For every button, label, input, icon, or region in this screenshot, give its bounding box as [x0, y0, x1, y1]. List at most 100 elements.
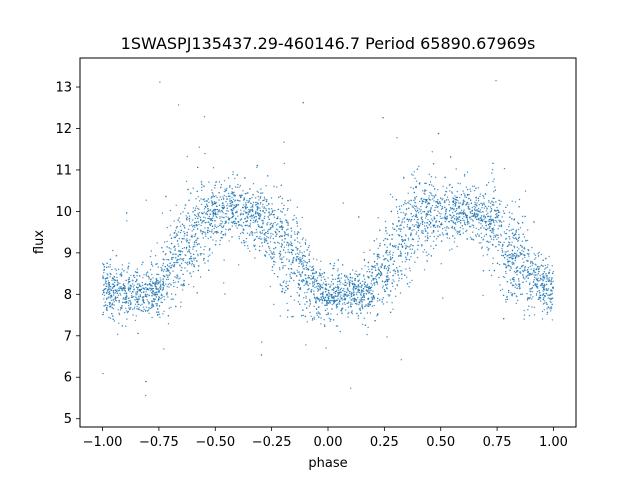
data-point: [161, 289, 164, 291]
data-point: [444, 220, 446, 223]
data-point: [545, 280, 547, 283]
data-point: [299, 228, 302, 230]
data-point: [426, 254, 428, 257]
data-point: [325, 291, 327, 293]
data-point: [304, 255, 306, 257]
data-point: [181, 284, 184, 286]
data-point: [166, 291, 168, 293]
data-point: [220, 237, 222, 239]
data-point: [243, 198, 245, 201]
data-point: [415, 195, 418, 198]
data-point: [517, 256, 519, 258]
data-point: [459, 222, 462, 224]
data-point: [263, 207, 265, 210]
data-point: [171, 242, 173, 245]
data-point: [176, 259, 178, 261]
data-point: [172, 265, 175, 267]
data-point: [315, 301, 317, 303]
data-point: [107, 266, 110, 268]
data-point: [466, 229, 468, 232]
data-point: [178, 237, 180, 240]
data-point: [549, 308, 551, 310]
data-point: [408, 200, 410, 202]
data-point: [385, 276, 388, 278]
data-point: [131, 294, 133, 297]
data-point: [504, 253, 506, 255]
data-point: [410, 252, 413, 254]
data-point: [236, 211, 238, 214]
data-point: [533, 279, 535, 281]
data-point: [473, 212, 476, 214]
data-point: [113, 301, 116, 303]
data-point: [498, 219, 500, 221]
data-point: [298, 258, 301, 260]
data-point: [163, 285, 165, 287]
data-point: [234, 177, 236, 180]
data-point: [112, 294, 115, 296]
data-point: [323, 272, 326, 274]
data-point: [263, 217, 265, 219]
data-point: [231, 191, 233, 193]
data-point: [491, 229, 494, 231]
data-point: [318, 283, 321, 285]
data-point: [170, 251, 172, 254]
data-point: [128, 304, 130, 307]
data-point: [197, 207, 199, 210]
data-point: [446, 196, 449, 198]
data-point: [418, 224, 420, 227]
data-point: [132, 280, 134, 282]
data-point: [378, 273, 381, 275]
data-point: [545, 267, 547, 269]
data-point: [358, 279, 360, 281]
data-point: [130, 274, 132, 277]
data-point: [451, 225, 454, 228]
data-point: [396, 285, 398, 287]
data-point: [514, 259, 516, 262]
data-point: [209, 213, 211, 215]
data-point: [274, 261, 276, 263]
data-point: [261, 226, 263, 229]
data-point: [515, 229, 517, 231]
data-point: [544, 300, 546, 302]
data-point: [160, 283, 162, 286]
data-point: [519, 272, 522, 274]
data-point: [224, 213, 226, 215]
data-point: [331, 299, 333, 302]
data-point: [480, 232, 482, 234]
data-point: [518, 255, 520, 257]
data-point: [337, 286, 339, 288]
data-point: [546, 313, 548, 315]
data-point: [255, 229, 258, 231]
data-point: [137, 286, 139, 289]
data-point: [159, 281, 161, 283]
data-point: [449, 156, 452, 158]
data-point: [142, 277, 144, 279]
data-point: [105, 277, 107, 279]
data-point: [291, 248, 293, 251]
data-point: [478, 204, 480, 206]
data-point: [370, 296, 373, 298]
data-point: [260, 192, 262, 194]
data-point: [219, 243, 221, 246]
data-point: [261, 245, 264, 247]
data-point: [529, 272, 532, 275]
data-point: [445, 229, 447, 231]
data-point: [162, 258, 164, 260]
data-point: [179, 258, 182, 260]
data-point: [480, 223, 482, 225]
data-point: [348, 285, 351, 287]
data-point: [292, 219, 294, 221]
data-point: [415, 215, 417, 217]
data-point: [412, 245, 414, 247]
data-point: [324, 287, 327, 289]
data-point: [255, 204, 257, 206]
data-point: [181, 289, 184, 291]
data-point: [405, 247, 407, 250]
data-point: [546, 278, 548, 280]
data-point: [325, 304, 328, 306]
data-point: [145, 282, 147, 285]
data-point: [385, 230, 387, 232]
data-point: [209, 224, 211, 227]
data-point: [312, 269, 315, 271]
data-point: [123, 301, 126, 304]
